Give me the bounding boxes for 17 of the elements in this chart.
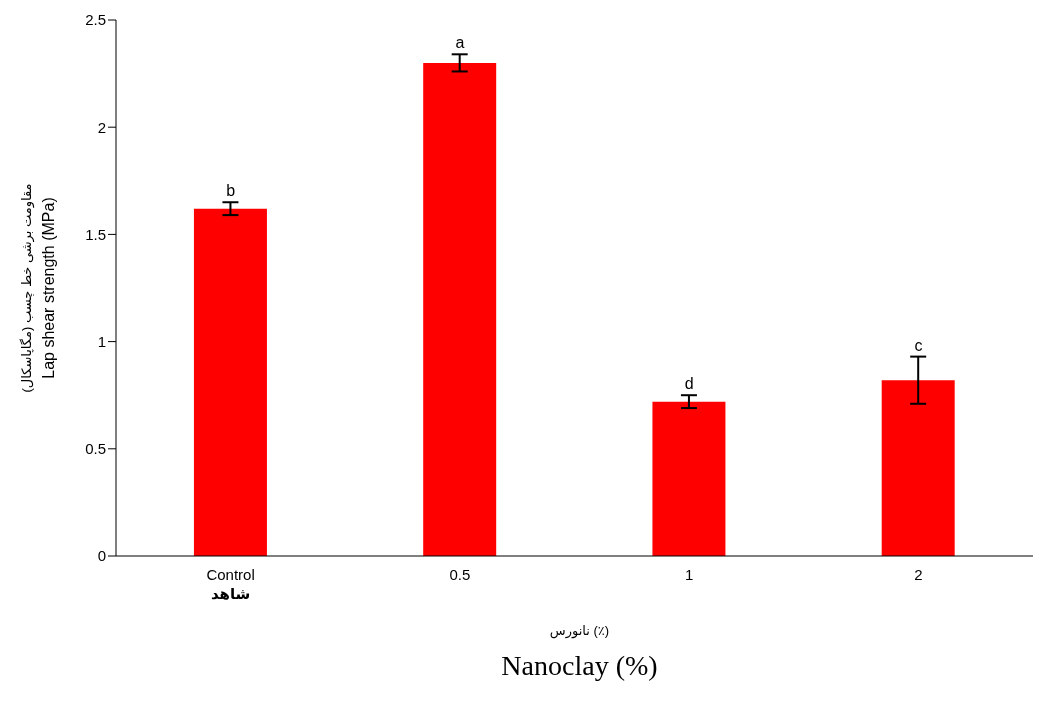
y-tick-label: 2 (97, 118, 106, 136)
annotation: d (684, 375, 694, 393)
annotation: c (914, 336, 923, 354)
bar (423, 62, 497, 556)
x-tick-label: 2 (914, 566, 923, 583)
y-tick-label: 1 (97, 332, 106, 350)
x-tick-label: 0.5 (449, 566, 471, 583)
y-tick-label: 1.5 (85, 225, 106, 243)
annotation: b (226, 182, 236, 200)
bar (881, 380, 955, 556)
y-tick-label: 0 (97, 547, 106, 565)
y-tick-label: 0.5 (85, 440, 106, 458)
y-tick-label: 2.5 (85, 11, 106, 29)
bar (652, 401, 726, 556)
annotation: a (455, 34, 465, 52)
bar (193, 208, 267, 556)
x-tick-label: 1 (684, 566, 694, 583)
